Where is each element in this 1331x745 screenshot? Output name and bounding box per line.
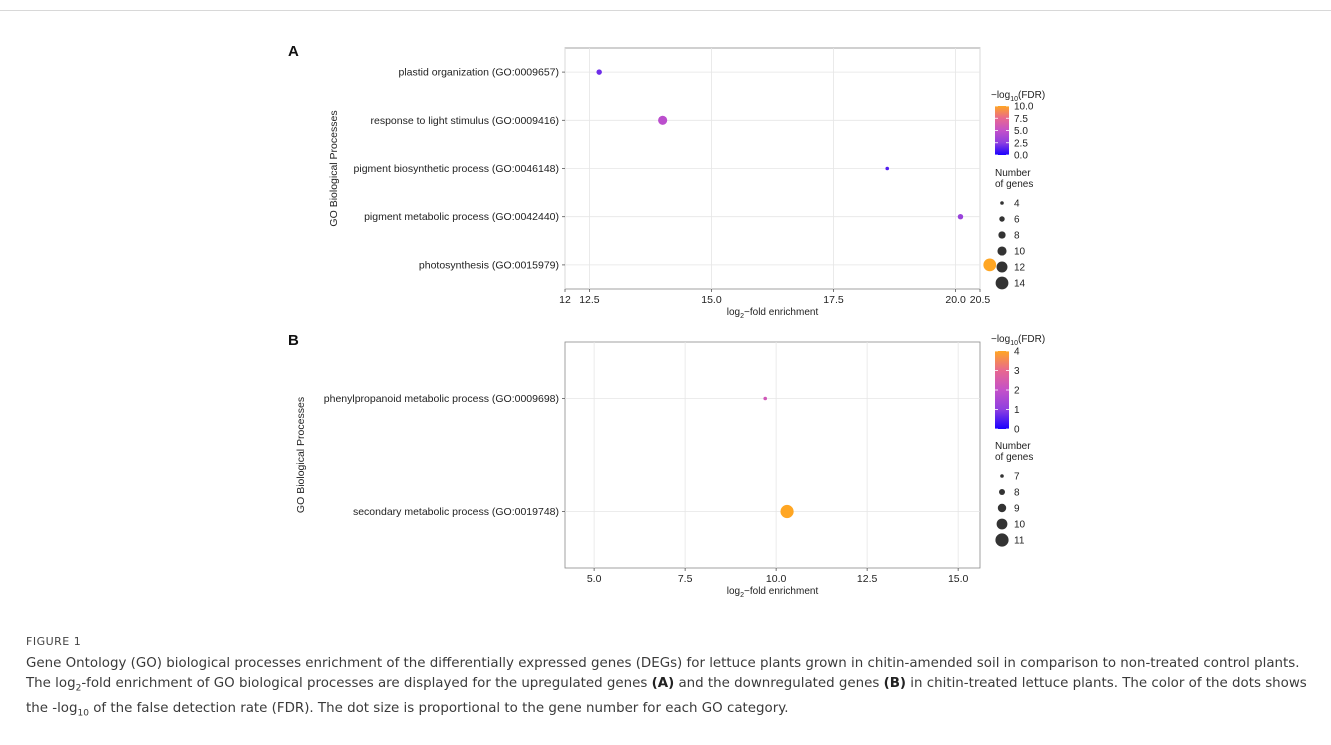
color-legend-title-prefix: −log bbox=[991, 90, 1010, 101]
x-axis-label-prefix: log bbox=[727, 586, 740, 597]
size-legend-label: 14 bbox=[1014, 279, 1026, 290]
y-tick-label: pigment biosynthetic process (GO:0046148… bbox=[354, 163, 559, 175]
size-legend-label: 8 bbox=[1014, 488, 1020, 499]
size-legend-label: 10 bbox=[1014, 247, 1026, 258]
color-legend-tick-label: 2.5 bbox=[1014, 138, 1028, 149]
size-legend-dot bbox=[998, 231, 1006, 239]
size-legend-title: of genes bbox=[995, 452, 1033, 463]
data-point bbox=[885, 166, 890, 171]
size-legend-label: 11 bbox=[1014, 536, 1025, 547]
size-legend-label: 4 bbox=[1014, 199, 1020, 210]
x-tick-label: 12.5 bbox=[857, 573, 878, 585]
y-tick-label: pigment metabolic process (GO:0042440) bbox=[364, 211, 559, 223]
size-legend-label: 9 bbox=[1014, 504, 1020, 515]
x-axis-label: log2−fold enrichment bbox=[727, 586, 819, 599]
size-legend-dot bbox=[1000, 474, 1004, 478]
size-legend-dot bbox=[996, 261, 1008, 273]
x-axis-label-suffix: −fold enrichment bbox=[744, 307, 818, 318]
color-legend-title-sub: 10 bbox=[1010, 96, 1018, 103]
x-axis-label: log2−fold enrichment bbox=[727, 307, 819, 320]
figure-label: FIGURE 1 bbox=[26, 635, 82, 648]
size-legend-dot bbox=[999, 489, 1005, 495]
color-legend-title-sub: 10 bbox=[1010, 340, 1018, 347]
size-legend-title: of genes bbox=[995, 179, 1033, 190]
caption-ref-a: (A) bbox=[651, 676, 675, 691]
color-legend-tick-label: 10.0 bbox=[1014, 102, 1034, 113]
color-legend-tick-label: 0.0 bbox=[1014, 151, 1028, 162]
x-tick-label: 7.5 bbox=[678, 573, 693, 585]
x-tick-label: 15.0 bbox=[701, 294, 722, 306]
panel-label: A bbox=[288, 43, 299, 60]
y-axis-label: GO Biological Processes bbox=[295, 397, 307, 513]
y-axis-label: GO Biological Processes bbox=[328, 110, 340, 226]
size-legend-dot bbox=[995, 533, 1009, 547]
color-legend-tick-label: 0 bbox=[1014, 425, 1020, 436]
size-legend-dot bbox=[996, 518, 1008, 530]
y-tick-label: response to light stimulus (GO:0009416) bbox=[370, 115, 559, 127]
size-legend-label: 7 bbox=[1014, 472, 1020, 483]
x-axis-label-prefix: log bbox=[727, 307, 740, 318]
size-legend-dot bbox=[997, 246, 1007, 256]
color-legend-title-suffix: (FDR) bbox=[1018, 334, 1045, 345]
data-point bbox=[957, 213, 964, 220]
plot-area bbox=[564, 341, 981, 569]
x-tick-label: 20.0 bbox=[945, 294, 966, 306]
color-legend-title: −log10(FDR) bbox=[991, 90, 1045, 103]
color-legend-tick-label: 3 bbox=[1014, 366, 1020, 377]
color-legend-bar bbox=[995, 351, 1009, 429]
color-legend-title: −log10(FDR) bbox=[991, 334, 1045, 347]
color-legend-bar bbox=[995, 106, 1009, 155]
x-tick-label: 10.0 bbox=[766, 573, 787, 585]
size-legend-label: 12 bbox=[1014, 263, 1026, 274]
x-tick-label: 12 bbox=[559, 294, 571, 306]
color-legend-tick-label: 2 bbox=[1014, 386, 1020, 397]
color-legend-tick-label: 7.5 bbox=[1014, 114, 1028, 125]
y-tick-label: photosynthesis (GO:0015979) bbox=[419, 259, 559, 271]
size-legend-dot bbox=[995, 276, 1009, 290]
data-point bbox=[596, 69, 602, 75]
figure-caption: FIGURE 1 Gene Ontology (GO) biological p… bbox=[26, 635, 1316, 723]
size-legend-label: 8 bbox=[1014, 231, 1020, 242]
data-point bbox=[780, 504, 794, 519]
color-legend-tick-label: 1 bbox=[1014, 405, 1020, 416]
panel-label: B bbox=[288, 332, 299, 349]
color-legend-title-suffix: (FDR) bbox=[1018, 90, 1045, 101]
size-legend-dot bbox=[1000, 201, 1004, 205]
x-axis-label-sub: 2 bbox=[740, 313, 744, 320]
x-tick-label: 15.0 bbox=[948, 573, 969, 585]
size-legend-title: Number bbox=[995, 168, 1031, 179]
data-point bbox=[983, 258, 997, 272]
color-legend-tick-label: 5.0 bbox=[1014, 126, 1028, 137]
x-tick-label: 12.5 bbox=[579, 294, 600, 306]
top-divider bbox=[0, 10, 1331, 11]
data-point bbox=[658, 115, 668, 125]
y-tick-label: phenylpropanoid metabolic process (GO:00… bbox=[324, 393, 559, 405]
size-legend-label: 6 bbox=[1014, 215, 1020, 226]
x-axis-label-sub: 2 bbox=[740, 592, 744, 599]
x-tick-label: 5.0 bbox=[587, 573, 602, 585]
data-point bbox=[763, 396, 768, 401]
color-legend-title-prefix: −log bbox=[991, 334, 1010, 345]
caption-text: Gene Ontology (GO) biological processes … bbox=[26, 656, 1307, 719]
size-legend-dot bbox=[997, 503, 1007, 513]
x-tick-label: 17.5 bbox=[823, 294, 844, 306]
size-legend-title: Number bbox=[995, 441, 1031, 452]
size-legend-label: 10 bbox=[1014, 520, 1026, 531]
caption-ref-b: (B) bbox=[883, 676, 907, 691]
y-tick-label: secondary metabolic process (GO:0019748) bbox=[353, 506, 559, 518]
color-legend-tick-label: 4 bbox=[1014, 347, 1020, 358]
x-axis-label-suffix: −fold enrichment bbox=[744, 586, 818, 597]
y-tick-label: plastid organization (GO:0009657) bbox=[398, 67, 559, 79]
x-tick-label: 20.5 bbox=[970, 294, 991, 306]
size-legend-dot bbox=[999, 216, 1005, 222]
